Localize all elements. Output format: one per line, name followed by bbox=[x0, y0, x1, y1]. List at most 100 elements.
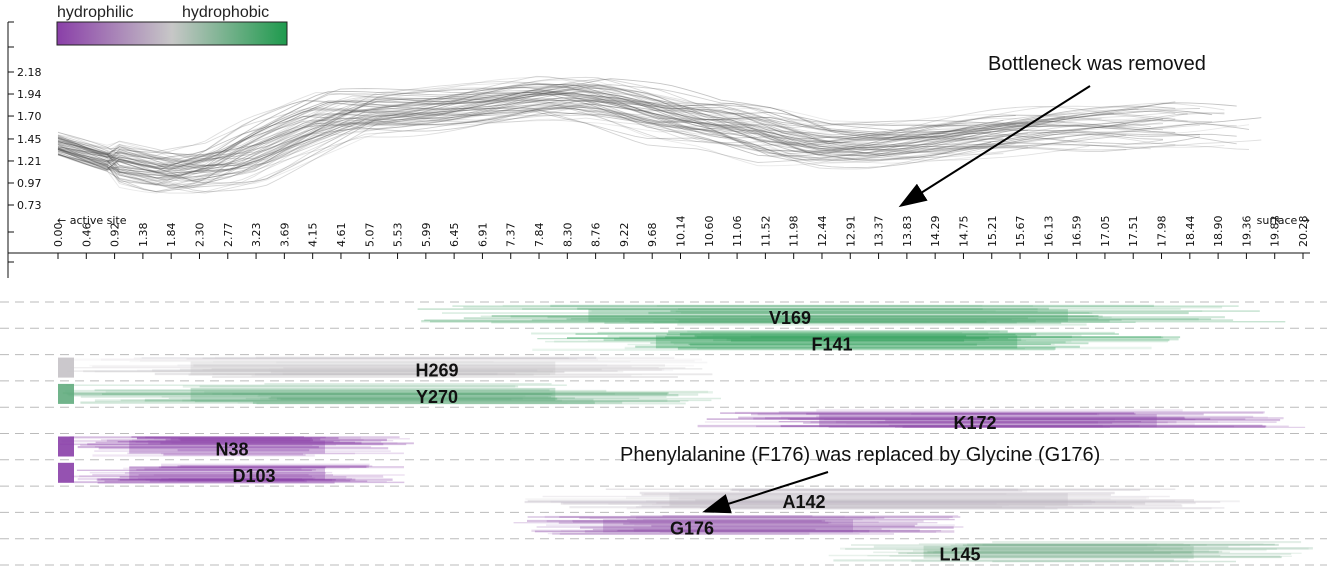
residue-core-band bbox=[588, 309, 1068, 322]
residue-label: V169 bbox=[769, 308, 811, 328]
x-tick-label: 7.84 bbox=[533, 223, 546, 248]
radius-profile-line bbox=[57, 109, 1029, 192]
x-tick-label: 19.82 bbox=[1269, 216, 1282, 248]
residue-strip: N38 bbox=[58, 435, 414, 460]
residue-label: H269 bbox=[415, 361, 458, 381]
radius-profile-line bbox=[57, 90, 1176, 170]
x-tick-label: 18.44 bbox=[1184, 216, 1197, 248]
radius-profile-line bbox=[57, 98, 1225, 181]
x-tick-label: 17.51 bbox=[1127, 216, 1140, 248]
radius-profile-line bbox=[57, 99, 1065, 183]
radius-profile-line bbox=[57, 81, 1188, 170]
residue-core-band bbox=[129, 466, 325, 480]
residue-strip: F141 bbox=[531, 330, 1181, 354]
residue-strip: G176 bbox=[513, 514, 964, 538]
residue-start-block bbox=[58, 357, 74, 378]
residue-start-block bbox=[58, 462, 74, 483]
x-tick-label: 17.98 bbox=[1156, 216, 1169, 248]
x-tick-label: 1.84 bbox=[165, 223, 178, 248]
radius-profile-line bbox=[57, 98, 1004, 181]
x-tick-label: 16.13 bbox=[1042, 216, 1055, 248]
radius-profile-line bbox=[57, 100, 1016, 177]
radius-profile-line bbox=[57, 109, 1250, 185]
radius-profile-line bbox=[57, 84, 1262, 168]
x-tick-label: 2.77 bbox=[222, 223, 235, 248]
radius-profile-line bbox=[57, 99, 1102, 175]
x-tick-label: 13.37 bbox=[873, 216, 886, 248]
legend-hydrophobic-label: hydrophobic bbox=[182, 4, 269, 21]
radius-profile-line bbox=[57, 86, 1164, 170]
radius-profile-line bbox=[57, 106, 1164, 182]
radius-profile-line bbox=[57, 90, 1237, 171]
radius-profile-line bbox=[57, 86, 1016, 170]
axes: 2.18 1.94 1.70 1.45 1.21 0.97 0.73 0.00 0.46 0.9… bbox=[7, 21, 1310, 278]
radius-profile-line bbox=[57, 102, 1029, 179]
x-tick-label: 12.44 bbox=[816, 216, 829, 248]
residue-core-band bbox=[923, 545, 1194, 559]
radius-profile-line bbox=[57, 105, 992, 188]
x-tick-label: 14.29 bbox=[929, 216, 942, 248]
x-tick-label: 6.91 bbox=[476, 223, 489, 248]
radius-profile-line bbox=[57, 107, 1127, 189]
x-tick-label: 15.67 bbox=[1014, 216, 1027, 248]
x-tick-label: 10.14 bbox=[675, 216, 688, 248]
radius-profile-line bbox=[57, 83, 1029, 167]
radius-profile-line bbox=[57, 76, 1151, 159]
residue-label: D103 bbox=[232, 466, 275, 486]
radius-profile-line bbox=[57, 84, 1139, 165]
x-tick-label: 11.52 bbox=[759, 216, 772, 248]
residue-label: F141 bbox=[811, 334, 852, 354]
radius-profile-line bbox=[57, 83, 1188, 163]
radius-profile-line bbox=[57, 100, 1176, 173]
x-tick-label: 6.45 bbox=[448, 223, 461, 248]
radius-profile-line bbox=[57, 92, 1225, 172]
active-site-label: ← active site bbox=[57, 214, 127, 227]
radius-profile-line bbox=[57, 104, 1127, 193]
residue-strip: V169 bbox=[417, 304, 1286, 328]
radius-profile-line bbox=[57, 107, 1151, 188]
x-tick-label: 19.36 bbox=[1240, 216, 1253, 248]
y-tick-label: 1.94 bbox=[17, 88, 42, 101]
x-tick-label: 18.90 bbox=[1212, 216, 1225, 248]
radius-profile-line bbox=[57, 85, 1065, 163]
radius-profile-line bbox=[57, 101, 1127, 179]
residue-core-band bbox=[190, 361, 556, 375]
radius-profile-line bbox=[57, 88, 1176, 171]
hydrophobicity-legend: hydrophilic hydrophobic bbox=[56, 4, 288, 46]
radius-profile-line bbox=[57, 100, 992, 177]
residue-label: K172 bbox=[953, 413, 996, 433]
residue-core-band bbox=[129, 440, 325, 454]
radius-profile-line bbox=[57, 76, 1151, 160]
radius-profile-line bbox=[57, 113, 1004, 194]
radius-profile-line bbox=[57, 84, 1200, 164]
radius-profile-line bbox=[57, 87, 1078, 166]
radius-profile-line bbox=[57, 107, 1237, 186]
residue-start-block bbox=[58, 383, 74, 404]
residue-strip: H269 bbox=[58, 356, 713, 381]
radius-profile-line bbox=[57, 88, 1065, 166]
x-tick-label: 2.30 bbox=[193, 223, 206, 248]
radius-profile-line bbox=[57, 83, 1016, 160]
radius-profile-line bbox=[57, 88, 1053, 167]
radius-profile-line bbox=[57, 82, 1004, 160]
radius-profile-line bbox=[57, 78, 1213, 158]
radius-profile-line bbox=[57, 99, 979, 180]
x-tick-label: 0.92 bbox=[109, 223, 122, 248]
mutation-annotation: Phenylalanine (F176) was replaced by Gly… bbox=[620, 444, 1100, 466]
radius-profile-line bbox=[57, 117, 1090, 194]
x-tick-label: 17.05 bbox=[1099, 216, 1112, 248]
x-tick-label: 1.38 bbox=[137, 223, 150, 248]
radius-profile-line bbox=[57, 92, 1114, 170]
radius-profile-line bbox=[57, 90, 1029, 174]
residue-core-band bbox=[655, 335, 1018, 349]
residue-core-band bbox=[669, 493, 1068, 507]
x-tick-label: 4.61 bbox=[335, 223, 348, 248]
x-tick-label: 12.91 bbox=[844, 216, 857, 248]
x-tick-label: 9.68 bbox=[646, 223, 659, 248]
x-tick-label: 13.83 bbox=[901, 216, 914, 248]
radius-profile-line bbox=[57, 92, 1164, 169]
radius-profile-line bbox=[57, 92, 1200, 174]
y-tick-label: 1.45 bbox=[17, 133, 42, 146]
radius-profile-line bbox=[57, 97, 1004, 176]
radius-profile-line bbox=[57, 111, 1200, 188]
